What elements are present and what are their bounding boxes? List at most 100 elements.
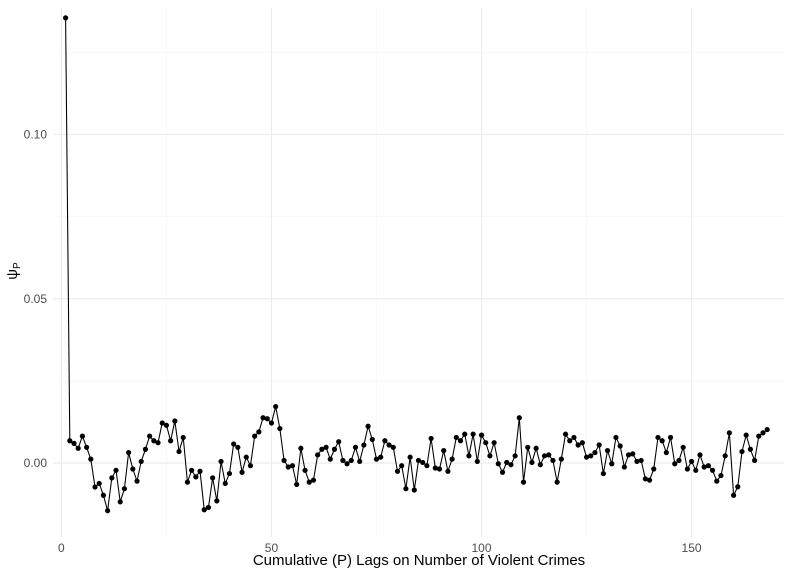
data-point xyxy=(684,466,690,472)
data-point xyxy=(235,444,241,450)
data-point xyxy=(709,467,716,473)
data-point xyxy=(113,467,119,473)
data-point xyxy=(441,447,447,454)
data-point xyxy=(474,458,480,465)
data-point xyxy=(415,457,422,464)
data-point xyxy=(583,454,590,460)
y-axis-title-group: ψP xyxy=(4,262,23,280)
data-point xyxy=(71,440,77,446)
data-point xyxy=(277,425,283,432)
data-point xyxy=(592,449,598,456)
y-tick-label: 0.10 xyxy=(24,128,48,142)
y-tick-labels: 0.00 0.05 0.10 xyxy=(24,128,48,471)
data-point xyxy=(222,480,228,487)
data-point xyxy=(714,478,720,484)
data-point xyxy=(743,432,749,438)
data-point xyxy=(525,444,531,450)
data-point xyxy=(243,454,249,460)
data-point xyxy=(369,436,375,443)
data-point xyxy=(344,461,350,467)
x-tick-label: 0 xyxy=(58,541,65,555)
data-point xyxy=(579,440,585,446)
data-point xyxy=(722,453,728,459)
data-point xyxy=(172,418,178,424)
data-point xyxy=(504,459,510,466)
data-point xyxy=(84,444,90,450)
data-point xyxy=(554,479,560,485)
x-axis-title: Cumulative (P) Lags on Number of Violent… xyxy=(253,552,585,569)
data-point xyxy=(680,444,686,450)
data-point xyxy=(403,486,409,492)
data-point xyxy=(205,504,212,511)
data-point xyxy=(630,451,636,457)
data-point xyxy=(718,472,724,479)
data-point xyxy=(75,445,81,451)
data-point xyxy=(226,470,233,477)
data-point xyxy=(541,453,548,459)
data-point xyxy=(499,469,506,475)
x-tick-label: 100 xyxy=(472,541,492,555)
y-axis-title: ψP xyxy=(4,262,23,280)
data-point xyxy=(399,463,405,469)
data-point xyxy=(516,415,522,421)
data-point xyxy=(697,452,703,458)
data-point xyxy=(470,431,476,437)
data-point xyxy=(756,433,762,439)
data-point xyxy=(487,453,493,459)
data-point xyxy=(424,463,430,469)
y-tick-label: 0.00 xyxy=(24,456,48,470)
data-point xyxy=(193,474,199,480)
data-point xyxy=(109,475,115,481)
data-point xyxy=(747,446,753,452)
data-point xyxy=(264,416,270,422)
data-point xyxy=(327,456,333,462)
data-point xyxy=(436,466,443,472)
data-point xyxy=(617,443,623,449)
data-point xyxy=(294,481,300,488)
data-point xyxy=(348,457,354,464)
data-point xyxy=(533,445,539,451)
data-point xyxy=(726,430,732,436)
data-point xyxy=(550,457,556,464)
data-point xyxy=(600,470,606,477)
data-point xyxy=(310,477,317,483)
data-point xyxy=(537,462,543,468)
data-point xyxy=(96,480,102,487)
data-point xyxy=(340,457,346,464)
data-point xyxy=(642,476,648,482)
data-point xyxy=(449,456,455,462)
data-point xyxy=(306,479,312,485)
data-point xyxy=(428,435,434,442)
data-point xyxy=(378,454,384,460)
data-point xyxy=(214,498,220,504)
data-point xyxy=(159,420,165,426)
data-point xyxy=(739,448,745,455)
data-point xyxy=(256,429,262,435)
x-tick-label: 150 xyxy=(682,541,702,555)
data-point xyxy=(621,464,627,470)
data-point xyxy=(571,434,577,441)
data-point xyxy=(176,448,182,455)
data-point xyxy=(638,457,644,464)
data-point xyxy=(231,441,237,447)
data-point xyxy=(634,458,640,465)
data-point xyxy=(63,15,69,21)
data-point xyxy=(604,447,611,454)
data-point xyxy=(520,479,527,485)
data-point xyxy=(466,453,472,459)
data-point xyxy=(151,438,157,444)
data-point xyxy=(331,446,338,452)
data-point xyxy=(667,434,674,441)
data-point xyxy=(138,458,144,465)
x-tick-label: 50 xyxy=(265,541,279,555)
data-point xyxy=(163,422,170,428)
data-point xyxy=(760,430,766,436)
data-point xyxy=(117,499,123,505)
data-point xyxy=(281,457,287,464)
data-point xyxy=(260,415,266,421)
data-point xyxy=(126,449,132,456)
data-point xyxy=(88,456,94,462)
data-point xyxy=(147,433,153,439)
